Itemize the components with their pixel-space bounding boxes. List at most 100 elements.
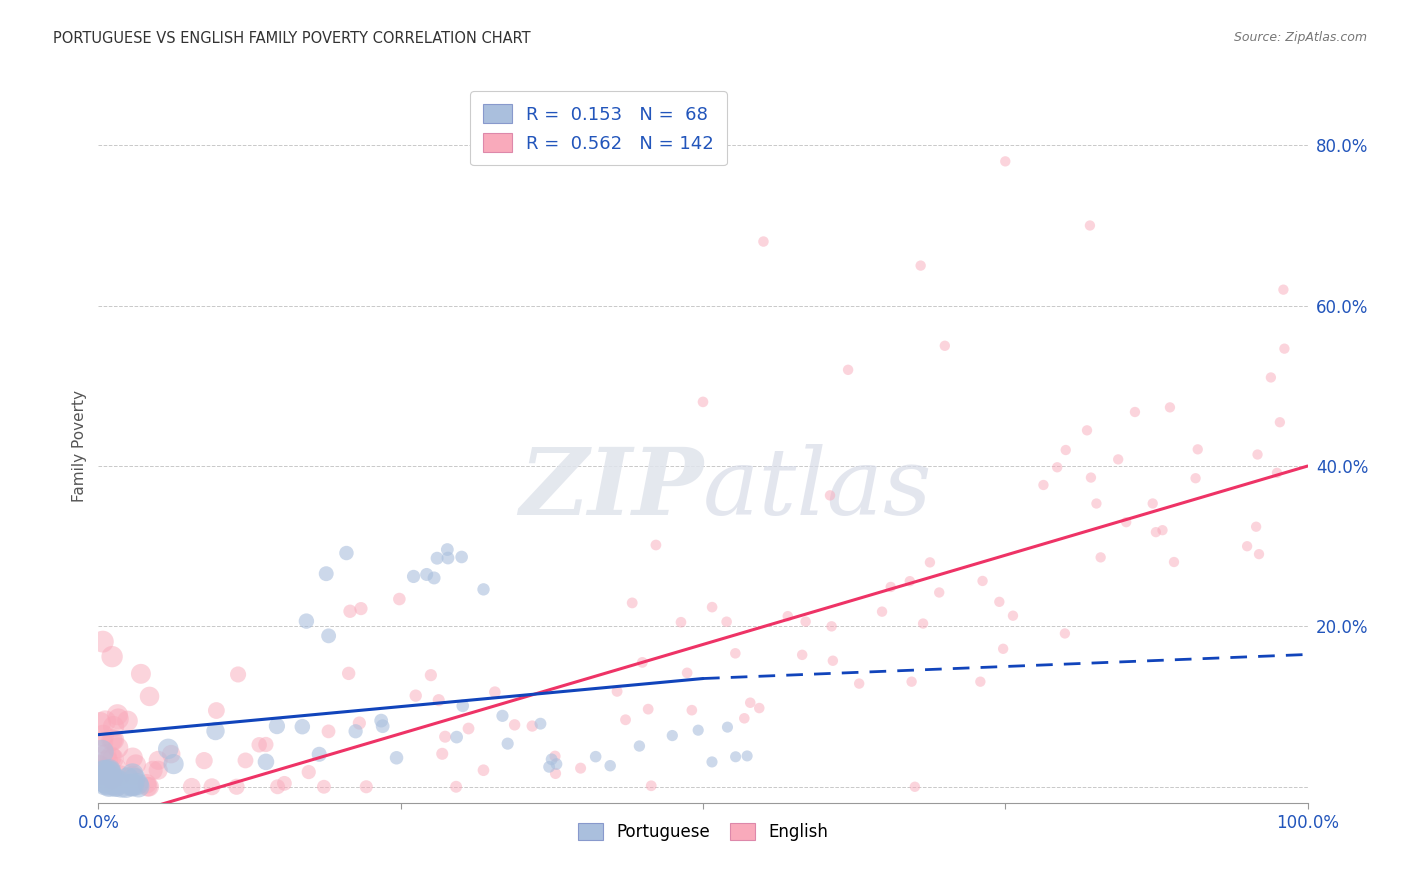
Point (98, 778, 121, 792)
Point (599, 758, 621, 772)
Point (193, 754, 215, 768)
Point (94, 748, 117, 763)
Point (423, 571, 446, 585)
Legend: Portuguese, English: Portuguese, English (571, 816, 835, 848)
Point (436, 542, 458, 557)
Point (569, 761, 592, 775)
Point (315, 566, 337, 581)
Point (735, 748, 758, 763)
Point (201, 780, 224, 794)
Point (180, 780, 202, 794)
Point (1078, 219, 1101, 233)
Point (529, 716, 551, 731)
Point (103, 720, 125, 734)
Point (661, 729, 683, 743)
Point (120, 778, 142, 792)
Point (148, 763, 170, 777)
Point (160, 747, 183, 761)
Text: ZIP: ZIP (519, 444, 703, 533)
Point (129, 666, 152, 681)
Y-axis label: Family Poverty: Family Poverty (72, 390, 87, 502)
Point (136, 780, 159, 794)
Point (776, 609, 799, 624)
Point (880, 580, 903, 594)
Point (103, 732, 125, 747)
Point (110, 779, 132, 793)
Point (415, 567, 437, 582)
Point (1123, 405, 1146, 419)
Point (125, 757, 148, 772)
Point (254, 738, 277, 752)
Point (93, 765, 115, 780)
Point (748, 701, 770, 715)
Point (544, 749, 567, 764)
Point (96, 774, 118, 789)
Point (405, 689, 427, 703)
Point (918, 555, 941, 569)
Point (104, 776, 127, 790)
Point (96, 754, 118, 768)
Point (1159, 401, 1181, 415)
Point (90, 745, 112, 759)
Point (614, 713, 637, 727)
Point (101, 771, 124, 785)
Point (90, 767, 112, 781)
Point (117, 772, 139, 786)
Point (794, 615, 817, 629)
Point (90, 767, 112, 781)
Point (724, 646, 747, 660)
Point (94, 774, 117, 789)
Point (318, 724, 340, 739)
Point (273, 776, 295, 790)
Point (724, 749, 747, 764)
Point (503, 718, 526, 732)
Point (546, 757, 568, 772)
Text: Source: ZipAtlas.com: Source: ZipAtlas.com (1233, 31, 1367, 45)
Point (994, 154, 1017, 169)
Point (912, 616, 935, 631)
Point (142, 764, 165, 778)
Point (818, 488, 841, 502)
Point (1152, 523, 1174, 537)
Point (344, 724, 367, 739)
Point (107, 707, 129, 722)
Point (122, 769, 145, 783)
Point (101, 772, 124, 787)
Point (631, 656, 654, 670)
Point (1144, 525, 1167, 540)
Point (496, 737, 519, 751)
Point (700, 600, 723, 615)
Point (96, 772, 118, 786)
Point (688, 723, 710, 738)
Point (247, 738, 270, 752)
Point (107, 740, 129, 755)
Point (93, 764, 115, 779)
Point (1080, 470, 1102, 484)
Point (1085, 496, 1108, 510)
Point (446, 730, 468, 744)
Point (138, 690, 160, 704)
Point (820, 619, 842, 633)
Point (108, 775, 131, 789)
Point (127, 777, 149, 791)
Point (318, 629, 340, 643)
Point (225, 780, 247, 794)
Point (472, 582, 495, 597)
Point (101, 733, 124, 747)
Point (716, 720, 738, 734)
Point (104, 761, 127, 775)
Point (640, 779, 662, 793)
Point (1246, 448, 1268, 462)
Point (127, 780, 149, 794)
Point (538, 760, 561, 774)
Point (266, 780, 288, 794)
Point (1184, 471, 1206, 485)
Point (266, 719, 288, 733)
Point (385, 751, 408, 765)
Point (122, 778, 145, 792)
Point (148, 753, 170, 767)
Point (972, 574, 994, 588)
Point (934, 339, 956, 353)
Point (1272, 283, 1295, 297)
Point (870, 605, 893, 619)
